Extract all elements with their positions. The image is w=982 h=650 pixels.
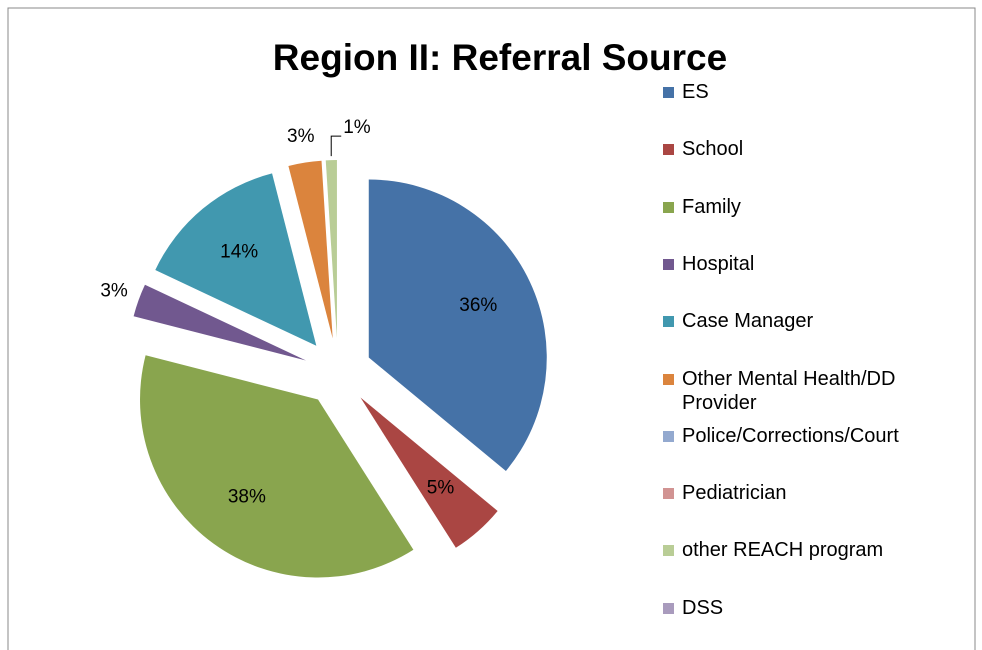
legend-label: DSS [682,596,724,619]
legend-swatch [663,316,674,328]
legend-swatch [663,602,674,614]
pie-slice [360,397,498,548]
legend-entry: Pediatrician [663,481,952,505]
legend-label: other REACH program [682,539,884,562]
pie-slice [133,284,307,361]
legend-swatch [663,373,674,385]
data-label: 38% [228,486,266,507]
data-label: 36% [459,295,497,316]
legend-entry: School [663,137,952,161]
legend-label: ES [682,81,709,103]
legend-label: Family [682,195,741,218]
legend-label: Case Manager [682,310,814,333]
legend-swatch [663,258,674,270]
legend-entry: Case Manager [663,309,952,333]
data-label: 1% [343,117,371,138]
legend-label: Hospital [682,252,755,275]
pie-slice [288,160,333,339]
legend-label: Other Mental Health/DD Provider [682,367,896,414]
data-label: 3% [287,126,315,147]
legend-entry: Hospital [663,252,952,276]
legend-entry: Police/Corrections/Court [663,424,952,448]
leader-line [330,135,342,157]
legend-entry: Family [663,195,952,219]
legend-entry: Other Mental Health/DD Provider [663,367,952,415]
legend-swatch [663,144,674,156]
pie-slice [140,355,414,578]
pie-slice [155,173,317,346]
legend-swatch [663,488,674,500]
legend-entry: DSS [663,596,952,620]
chart-title: Region II: Referral Source [273,37,727,78]
legend-label: School [682,138,744,161]
frame [7,7,976,650]
legend-entry: ES [663,80,952,104]
legend-swatch [663,430,674,442]
legend-label: Pediatrician [682,482,787,505]
legend-swatch [663,87,674,98]
data-label: 5% [427,477,455,498]
legend-swatch [663,545,674,557]
pie-slice [368,179,547,471]
data-label: 3% [100,280,128,301]
legend-swatch [663,201,674,213]
legend-label: Police/Corrections/Court [682,424,899,447]
data-label: 14% [220,242,258,263]
pie-slice [325,160,337,339]
legend-entry: other REACH program [663,538,952,562]
